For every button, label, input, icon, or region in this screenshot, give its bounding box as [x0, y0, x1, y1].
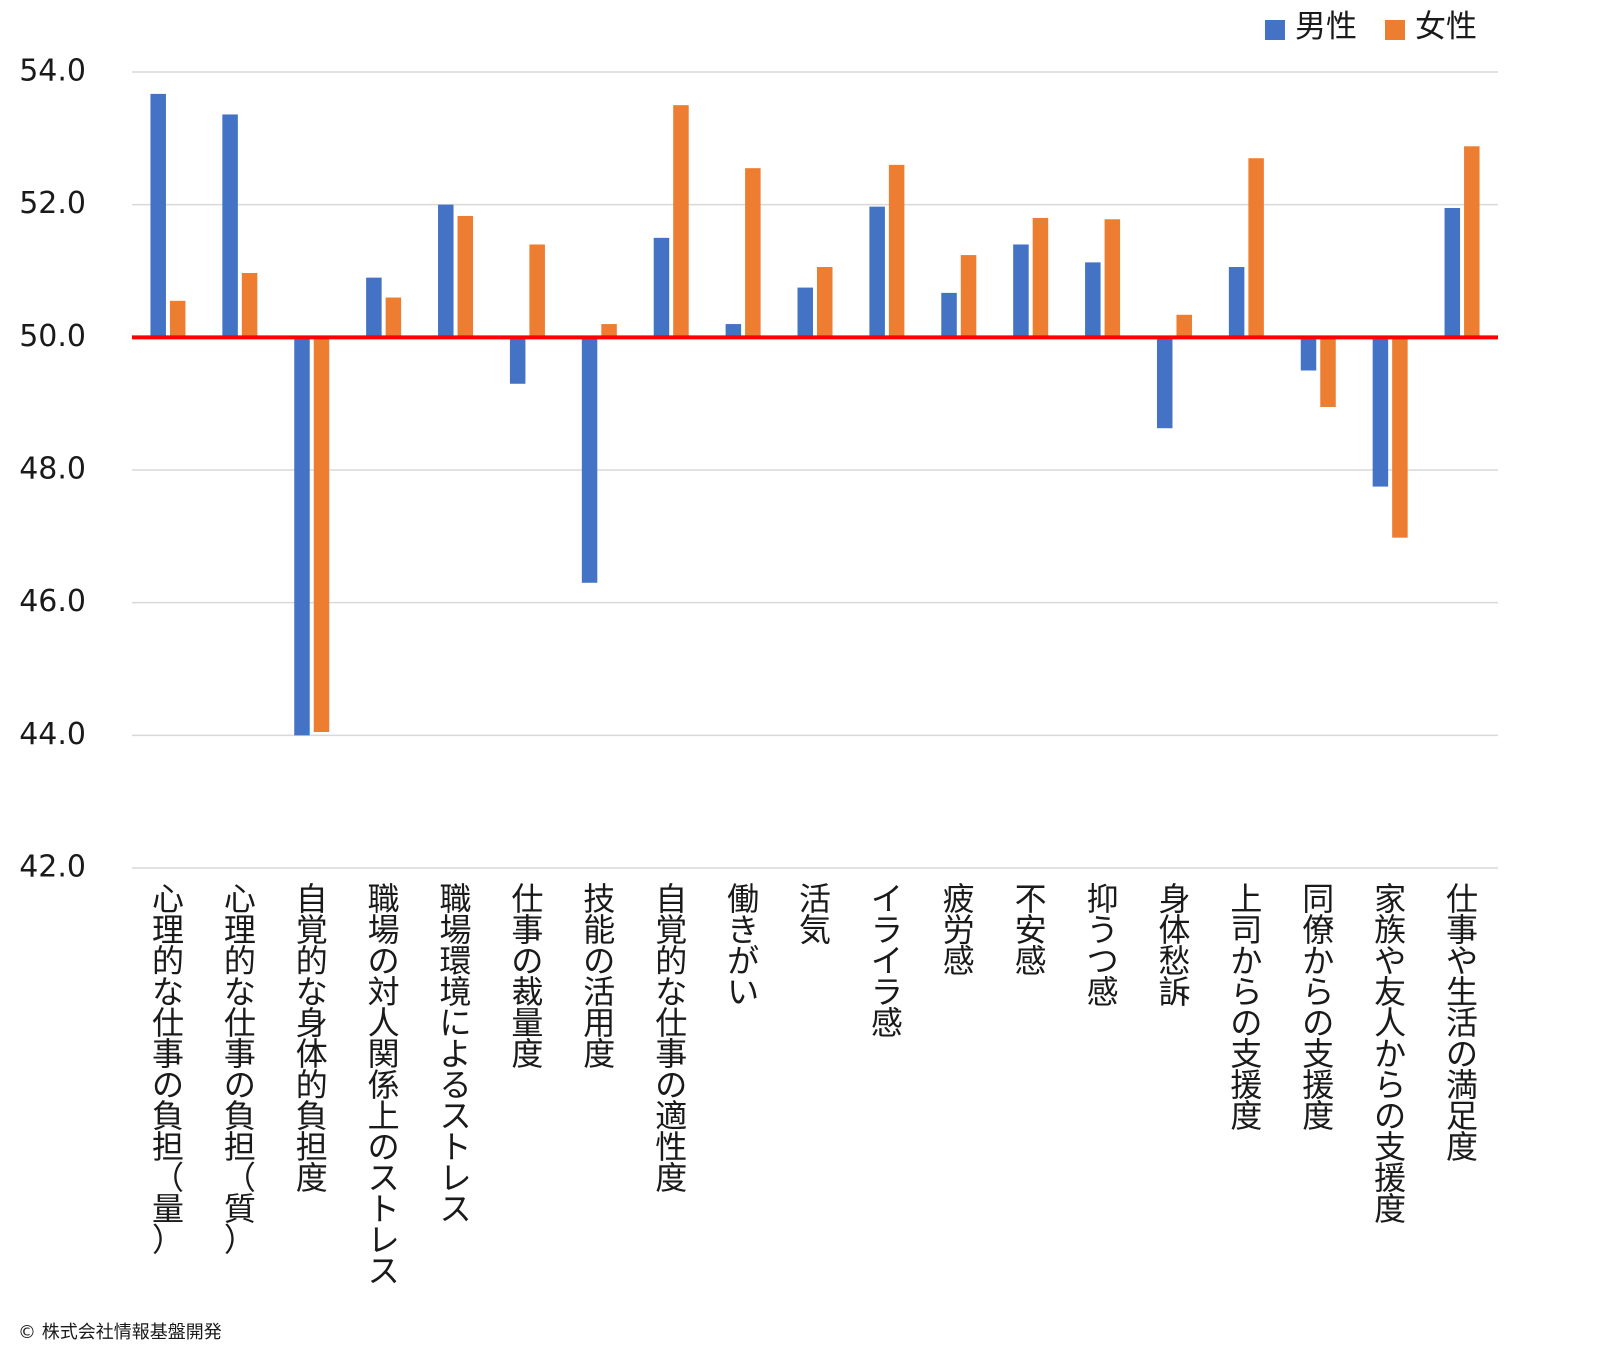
x-tick-label: 不安感	[1015, 880, 1047, 980]
bar-female	[960, 255, 977, 338]
bar-female	[817, 267, 833, 338]
bar-female	[313, 337, 330, 733]
bar-male	[1372, 337, 1389, 487]
bar-female	[601, 324, 617, 338]
bar-female	[1320, 337, 1336, 407]
legend: 男性 女性	[1265, 9, 1477, 45]
bar-female	[457, 215, 474, 338]
copyright-notice: © 株式会社情報基盤開発	[18, 1322, 222, 1343]
x-tick-label: 心理的な仕事の負担（量）	[152, 880, 184, 1259]
bar-female	[1248, 158, 1264, 338]
x-tick-label: 仕事や生活の満足度	[1446, 880, 1478, 1166]
bar-female	[1104, 219, 1121, 338]
y-tick-label: 52.0	[19, 186, 86, 221]
bar-male	[294, 337, 310, 736]
bar-male	[1013, 244, 1029, 338]
bar-male	[1156, 337, 1173, 429]
x-tick-label: 自覚的な仕事の適性度	[655, 880, 687, 1197]
y-tick-label: 44.0	[19, 717, 86, 752]
y-tick-label: 42.0	[19, 850, 86, 885]
x-tick-label: 家族や友人からの支援度	[1374, 880, 1406, 1228]
x-tick-label: 疲労感	[943, 880, 975, 980]
bar-female	[385, 297, 402, 338]
bar-male	[1085, 262, 1101, 338]
bar-female	[169, 300, 186, 338]
bar-male	[797, 287, 813, 338]
x-tick-label: イライラ感	[871, 880, 903, 1042]
y-axis-labels: 42.0 44.0 46.0 48.0 50.0 52.0 54.0	[19, 54, 86, 885]
x-tick-label: 職場環境によるストレス	[440, 880, 472, 1228]
x-tick-label: 技能の活用度	[583, 880, 615, 1073]
bar-male	[438, 204, 454, 338]
bar-male	[1300, 337, 1317, 371]
x-tick-label: 抑うつ感	[1087, 880, 1119, 1011]
x-tick-label: 心理的な仕事の負担（質）	[224, 880, 256, 1259]
legend-swatch	[1385, 20, 1405, 40]
bar-female	[1392, 337, 1408, 538]
legend-label: 女性	[1415, 9, 1477, 45]
bar-female	[529, 244, 545, 338]
bar-group	[150, 93, 1480, 736]
bar-male	[509, 337, 526, 384]
bar-male	[1228, 267, 1245, 338]
x-tick-label: 働きがい	[727, 880, 759, 1011]
x-axis-labels: 心理的な仕事の負担（量） 心理的な仕事の負担（質） 自覚的な身体的負担度 職場の対人関…	[152, 880, 1478, 1290]
bar-female	[745, 168, 761, 338]
x-tick-label: 上司からの支援度	[1230, 880, 1262, 1135]
y-tick-label: 50.0	[19, 319, 86, 354]
bar-female	[673, 105, 689, 338]
y-tick-label: 46.0	[19, 584, 86, 619]
x-tick-label: 活気	[799, 880, 831, 949]
y-tick-label: 54.0	[19, 54, 86, 89]
x-tick-label: 仕事の裁量度	[511, 880, 543, 1073]
x-tick-label: 職場の対人関係上のストレス	[368, 880, 400, 1290]
bar-female	[241, 272, 258, 338]
bar-male	[150, 93, 166, 338]
legend-swatch	[1265, 20, 1285, 40]
bar-male	[869, 206, 885, 338]
bar-male	[366, 277, 382, 338]
bar-male	[725, 324, 742, 338]
bar-male	[653, 237, 670, 338]
bar-male	[1444, 207, 1461, 338]
bar-female	[1032, 217, 1049, 338]
x-tick-label: 同僚からの支援度	[1302, 880, 1334, 1135]
y-tick-label: 48.0	[19, 452, 86, 487]
x-tick-label: 身体愁訴	[1158, 880, 1190, 1011]
bar-female	[1176, 314, 1192, 338]
bar-male	[581, 337, 598, 583]
bar-female	[888, 164, 905, 338]
bar-male	[222, 114, 238, 338]
gridlines	[132, 71, 1498, 869]
x-tick-label: 自覚的な身体的負担度	[296, 880, 328, 1197]
legend-label: 男性	[1295, 9, 1357, 45]
bar-male	[941, 292, 957, 338]
bar-female	[1464, 146, 1480, 338]
